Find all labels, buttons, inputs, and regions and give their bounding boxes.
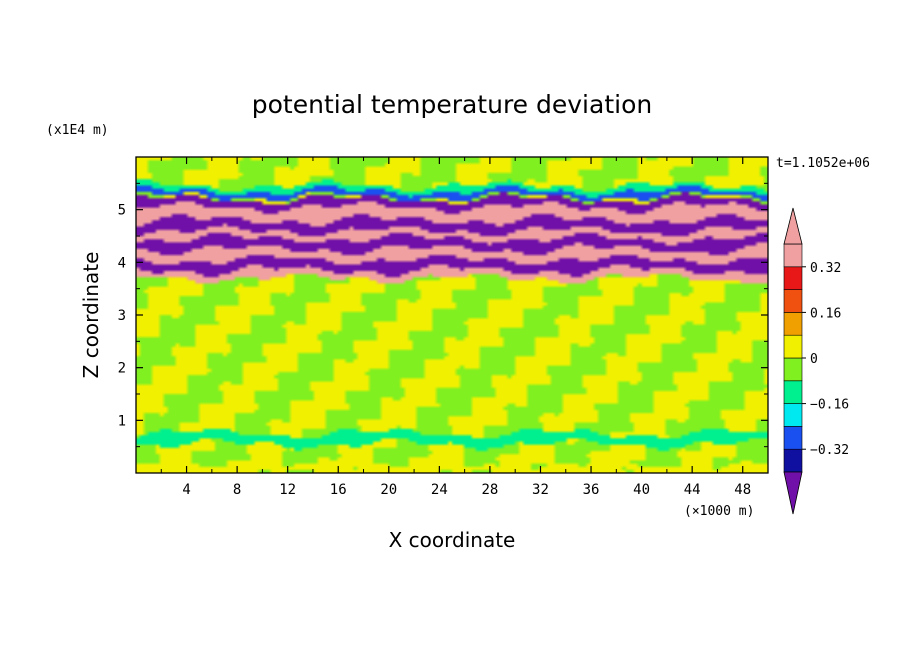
x-tick-label: 32 bbox=[532, 482, 549, 498]
colorbar-extend-high bbox=[783, 207, 803, 245]
colorbar-segment bbox=[783, 266, 803, 290]
y-tick-label: 1 bbox=[118, 413, 126, 429]
x-unit-label: (×1000 m) bbox=[684, 504, 754, 519]
x-tick-label: 24 bbox=[431, 482, 448, 498]
y-axis-label: Z coordinate bbox=[79, 252, 103, 379]
x-tick-label: 40 bbox=[633, 482, 650, 498]
colorbar-segment bbox=[783, 243, 803, 268]
x-tick-label: 4 bbox=[182, 482, 190, 498]
contour-field bbox=[136, 157, 768, 473]
colorbar-segment bbox=[783, 312, 803, 336]
chart-title: potential temperature deviation bbox=[252, 90, 652, 119]
y-tick-label: 4 bbox=[118, 255, 126, 271]
colorbar-segment bbox=[783, 380, 803, 404]
colorbar-extend-low bbox=[783, 471, 803, 515]
colorbar-tick-label: 0.32 bbox=[810, 261, 841, 276]
x-tick-label: 20 bbox=[380, 482, 397, 498]
x-tick-label: 16 bbox=[330, 482, 347, 498]
x-tick-label: 28 bbox=[481, 482, 498, 498]
x-axis-label: X coordinate bbox=[389, 528, 516, 552]
y-tick-label: 2 bbox=[118, 361, 126, 377]
y-unit-label: (x1E4 m) bbox=[46, 123, 109, 138]
colorbar-segment bbox=[783, 403, 803, 427]
colorbar-tick-label: −0.16 bbox=[810, 398, 849, 413]
colorbar-tick-label: −0.32 bbox=[810, 443, 849, 458]
colorbar-segment bbox=[783, 448, 803, 473]
contour-image bbox=[136, 157, 768, 473]
colorbar-segment bbox=[783, 289, 803, 313]
y-tick-label: 3 bbox=[118, 308, 126, 324]
y-tick-label: 5 bbox=[118, 203, 126, 219]
colorbar: 0.32 0.16 0 −0.16 −0.32 bbox=[783, 207, 849, 515]
colorbar-segment bbox=[783, 426, 803, 450]
time-label: t=1.1052e+06 bbox=[776, 156, 870, 171]
x-tick-label: 36 bbox=[583, 482, 600, 498]
colorbar-segment bbox=[783, 357, 803, 382]
x-tick-label: 12 bbox=[279, 482, 296, 498]
colorbar-tick-label: 0.16 bbox=[810, 306, 841, 321]
x-tick-label: 8 bbox=[233, 482, 241, 498]
y-axis: 1 2 3 4 5 bbox=[118, 182, 768, 448]
x-tick-label: 48 bbox=[734, 482, 751, 498]
colorbar-segment bbox=[783, 334, 803, 359]
x-tick-label: 44 bbox=[684, 482, 701, 498]
colorbar-tick-label: 0 bbox=[810, 352, 818, 367]
x-axis: 4 8 12 16 20 24 28 32 36 40 44 48 bbox=[160, 157, 751, 498]
